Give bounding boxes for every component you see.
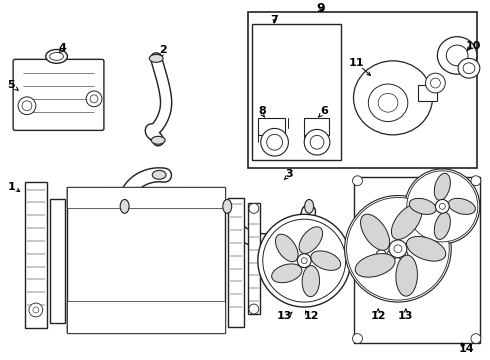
Ellipse shape <box>438 37 477 74</box>
Ellipse shape <box>46 49 68 63</box>
Ellipse shape <box>223 199 232 213</box>
Circle shape <box>376 250 386 260</box>
Text: 13: 13 <box>277 311 292 321</box>
Ellipse shape <box>407 237 446 261</box>
Text: 10: 10 <box>465 41 481 50</box>
Bar <box>68 186 225 208</box>
Text: 12: 12 <box>370 311 386 321</box>
Circle shape <box>22 101 32 111</box>
Ellipse shape <box>434 212 450 239</box>
Text: 6: 6 <box>320 106 328 116</box>
Ellipse shape <box>361 214 390 250</box>
Circle shape <box>405 169 480 244</box>
Circle shape <box>440 203 445 209</box>
Text: 3: 3 <box>189 198 196 208</box>
Circle shape <box>471 334 481 343</box>
Circle shape <box>297 254 311 267</box>
Circle shape <box>394 245 402 253</box>
Bar <box>353 177 480 342</box>
Circle shape <box>18 97 36 114</box>
Circle shape <box>431 78 441 88</box>
Ellipse shape <box>120 199 129 213</box>
Circle shape <box>344 195 451 302</box>
Circle shape <box>33 307 39 313</box>
Text: 9: 9 <box>317 1 325 14</box>
Circle shape <box>387 250 397 260</box>
Circle shape <box>86 91 102 107</box>
Ellipse shape <box>299 227 322 253</box>
Circle shape <box>352 176 363 186</box>
Text: 13: 13 <box>398 311 414 321</box>
Ellipse shape <box>368 84 408 122</box>
Bar <box>49 199 66 323</box>
Ellipse shape <box>355 253 395 277</box>
Bar <box>248 12 477 168</box>
Circle shape <box>301 258 307 264</box>
Circle shape <box>267 134 283 150</box>
Circle shape <box>436 199 449 213</box>
Circle shape <box>346 198 449 300</box>
Ellipse shape <box>353 61 433 135</box>
Circle shape <box>389 240 407 258</box>
Bar <box>252 24 341 160</box>
Bar <box>25 182 47 328</box>
Circle shape <box>263 219 345 302</box>
Text: 2: 2 <box>159 45 167 55</box>
Text: 11: 11 <box>349 58 364 68</box>
Circle shape <box>29 303 43 317</box>
Circle shape <box>398 250 408 260</box>
Circle shape <box>258 214 350 307</box>
Ellipse shape <box>149 54 163 62</box>
Circle shape <box>249 304 259 314</box>
FancyBboxPatch shape <box>13 59 104 130</box>
Bar <box>417 85 438 101</box>
Text: 7: 7 <box>270 15 278 25</box>
Ellipse shape <box>409 198 436 215</box>
Text: 8: 8 <box>258 106 266 116</box>
Text: 14: 14 <box>459 345 475 355</box>
Bar <box>248 203 260 314</box>
Ellipse shape <box>446 45 468 66</box>
Ellipse shape <box>49 53 64 60</box>
Circle shape <box>425 73 445 93</box>
Circle shape <box>249 203 259 213</box>
Ellipse shape <box>378 93 398 112</box>
Circle shape <box>310 135 324 149</box>
Ellipse shape <box>305 199 314 213</box>
Ellipse shape <box>463 63 475 74</box>
Ellipse shape <box>152 170 166 179</box>
Ellipse shape <box>396 255 417 296</box>
Ellipse shape <box>151 136 165 144</box>
Ellipse shape <box>458 58 480 78</box>
Circle shape <box>304 129 330 155</box>
Ellipse shape <box>275 234 298 262</box>
Ellipse shape <box>271 264 302 283</box>
Text: 1: 1 <box>7 182 15 192</box>
Bar <box>228 198 244 327</box>
Ellipse shape <box>448 198 475 215</box>
Bar <box>258 118 286 135</box>
Text: 12: 12 <box>303 311 319 321</box>
Bar <box>68 301 225 333</box>
Bar <box>68 186 225 333</box>
Ellipse shape <box>392 204 422 239</box>
Bar <box>304 118 329 135</box>
Text: 5: 5 <box>7 80 15 90</box>
Circle shape <box>261 129 289 156</box>
Circle shape <box>352 334 363 343</box>
Text: 4: 4 <box>58 42 67 53</box>
Circle shape <box>471 176 481 186</box>
Circle shape <box>407 171 478 242</box>
Circle shape <box>90 95 98 103</box>
Ellipse shape <box>311 251 341 270</box>
Ellipse shape <box>434 173 450 201</box>
Text: 3: 3 <box>286 169 293 179</box>
Ellipse shape <box>302 266 319 297</box>
